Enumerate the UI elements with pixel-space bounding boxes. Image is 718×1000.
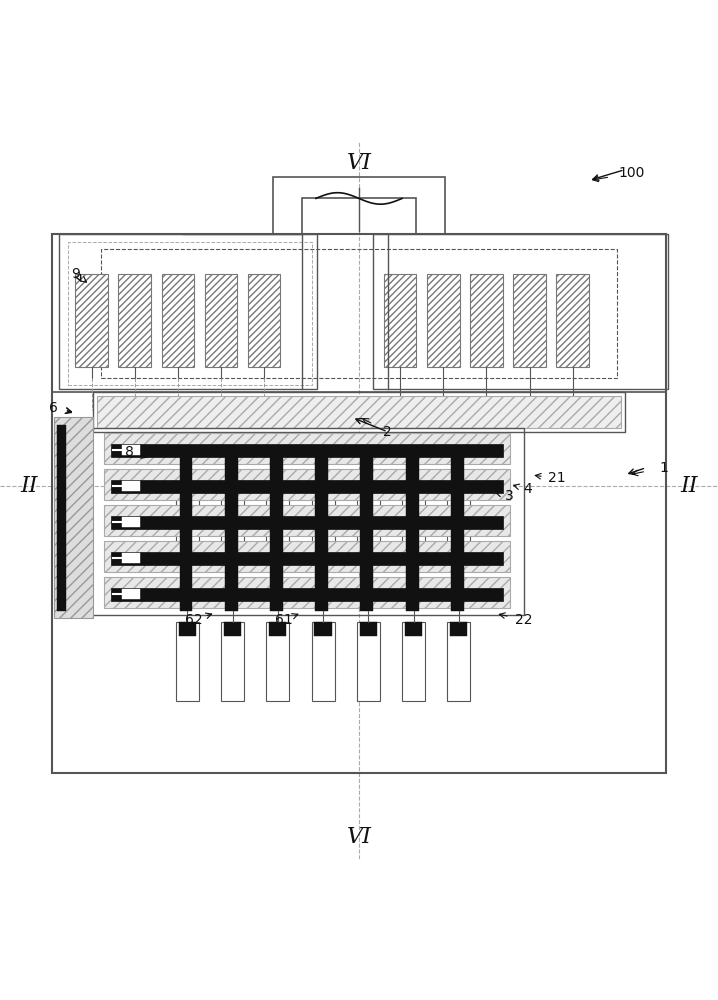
Bar bbox=[122, 445, 140, 455]
Bar bbox=[122, 517, 140, 527]
Bar bbox=[269, 622, 286, 636]
Bar bbox=[57, 425, 66, 611]
Bar bbox=[104, 505, 510, 536]
Bar bbox=[122, 481, 140, 491]
Bar bbox=[225, 453, 238, 611]
Bar bbox=[75, 274, 108, 367]
Text: 3: 3 bbox=[505, 489, 514, 503]
Text: 100: 100 bbox=[619, 166, 645, 180]
Text: 6: 6 bbox=[50, 401, 58, 415]
Bar bbox=[104, 577, 510, 608]
Bar bbox=[451, 453, 464, 611]
Bar bbox=[402, 622, 425, 701]
Bar bbox=[427, 274, 460, 367]
Bar bbox=[312, 475, 335, 568]
Bar bbox=[97, 396, 621, 428]
Bar bbox=[111, 444, 503, 457]
Bar bbox=[93, 392, 625, 432]
Bar bbox=[176, 475, 199, 568]
Text: VI: VI bbox=[347, 826, 371, 848]
Bar bbox=[450, 622, 467, 636]
Bar bbox=[450, 549, 467, 565]
Bar bbox=[266, 622, 289, 701]
Bar bbox=[273, 177, 445, 234]
Text: 9: 9 bbox=[71, 267, 80, 281]
Bar bbox=[556, 274, 589, 367]
Bar bbox=[205, 274, 237, 367]
Bar bbox=[111, 516, 503, 529]
Bar bbox=[357, 475, 380, 568]
Bar bbox=[180, 453, 192, 611]
Bar bbox=[405, 622, 422, 636]
Bar bbox=[221, 475, 244, 568]
Bar bbox=[315, 453, 328, 611]
Bar bbox=[54, 417, 93, 618]
Bar bbox=[221, 622, 244, 701]
Bar bbox=[447, 475, 470, 568]
Text: II: II bbox=[20, 475, 37, 497]
Text: 8: 8 bbox=[125, 445, 134, 459]
Bar bbox=[360, 453, 373, 611]
Bar bbox=[179, 622, 196, 636]
Text: 62: 62 bbox=[185, 613, 202, 627]
Bar bbox=[52, 234, 666, 392]
Bar bbox=[101, 249, 617, 378]
Bar bbox=[360, 622, 377, 636]
Bar bbox=[104, 469, 510, 500]
Bar bbox=[314, 622, 332, 636]
Bar bbox=[122, 589, 140, 599]
Bar bbox=[118, 274, 151, 367]
Bar bbox=[224, 622, 241, 636]
Bar bbox=[360, 549, 377, 565]
Bar bbox=[447, 622, 470, 701]
Text: 21: 21 bbox=[548, 471, 565, 485]
Text: 2: 2 bbox=[383, 425, 392, 439]
Bar bbox=[314, 549, 332, 565]
Text: 61: 61 bbox=[275, 613, 292, 627]
Bar bbox=[513, 274, 546, 367]
Bar bbox=[470, 274, 503, 367]
Text: II: II bbox=[681, 475, 698, 497]
Bar bbox=[224, 549, 241, 565]
Bar bbox=[111, 552, 503, 565]
Bar bbox=[266, 475, 289, 568]
Bar bbox=[111, 480, 503, 493]
Bar bbox=[104, 541, 510, 572]
Bar bbox=[162, 274, 194, 367]
Bar bbox=[312, 622, 335, 701]
Bar bbox=[373, 234, 668, 389]
Bar bbox=[111, 588, 503, 601]
Bar bbox=[270, 453, 283, 611]
Bar bbox=[122, 553, 140, 563]
Text: 4: 4 bbox=[523, 482, 532, 496]
Bar bbox=[302, 198, 416, 234]
Bar bbox=[357, 622, 380, 701]
Bar bbox=[176, 622, 199, 701]
Bar bbox=[179, 549, 196, 565]
Bar bbox=[68, 242, 312, 385]
Text: 22: 22 bbox=[516, 613, 533, 627]
Bar bbox=[59, 234, 317, 389]
Text: 7: 7 bbox=[172, 445, 180, 459]
Bar bbox=[52, 234, 666, 773]
Bar bbox=[104, 433, 510, 464]
Bar bbox=[248, 274, 280, 367]
Text: VI: VI bbox=[347, 152, 371, 174]
Bar bbox=[90, 428, 524, 615]
Bar bbox=[269, 549, 286, 565]
Bar bbox=[406, 453, 419, 611]
Bar bbox=[384, 274, 416, 367]
Text: 1: 1 bbox=[660, 461, 668, 475]
Bar bbox=[402, 475, 425, 568]
Bar bbox=[405, 549, 422, 565]
